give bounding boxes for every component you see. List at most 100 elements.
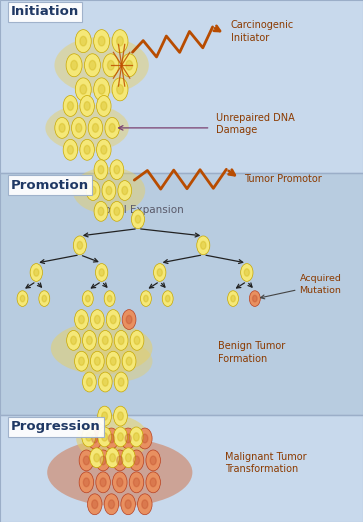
Circle shape xyxy=(42,295,46,302)
Circle shape xyxy=(59,124,65,132)
Circle shape xyxy=(150,456,156,465)
Text: Clonal Expansion: Clonal Expansion xyxy=(94,205,184,215)
Circle shape xyxy=(249,291,260,306)
Circle shape xyxy=(253,295,257,302)
Circle shape xyxy=(79,472,94,493)
Circle shape xyxy=(134,456,139,465)
Text: Progression: Progression xyxy=(11,420,101,433)
Circle shape xyxy=(34,269,39,276)
Circle shape xyxy=(106,310,120,329)
Circle shape xyxy=(97,96,111,116)
Circle shape xyxy=(94,315,100,324)
Circle shape xyxy=(75,78,91,101)
Circle shape xyxy=(126,454,131,462)
Circle shape xyxy=(100,478,106,487)
Circle shape xyxy=(80,139,94,160)
Circle shape xyxy=(154,264,166,281)
Circle shape xyxy=(80,85,87,94)
Circle shape xyxy=(110,454,115,462)
Ellipse shape xyxy=(47,438,192,506)
Ellipse shape xyxy=(76,415,149,462)
Circle shape xyxy=(76,124,82,132)
Circle shape xyxy=(126,315,132,324)
Circle shape xyxy=(140,291,151,306)
Ellipse shape xyxy=(54,37,149,94)
Circle shape xyxy=(82,291,93,306)
Circle shape xyxy=(109,434,114,443)
Circle shape xyxy=(134,433,139,441)
Circle shape xyxy=(131,210,144,229)
Circle shape xyxy=(106,351,120,371)
Circle shape xyxy=(94,201,108,221)
Circle shape xyxy=(94,454,99,462)
Circle shape xyxy=(98,406,111,426)
Circle shape xyxy=(125,434,131,443)
Circle shape xyxy=(82,372,96,392)
Circle shape xyxy=(118,336,124,345)
Circle shape xyxy=(94,78,110,101)
Circle shape xyxy=(197,236,210,255)
Circle shape xyxy=(114,165,120,174)
Circle shape xyxy=(84,146,90,154)
Circle shape xyxy=(126,61,132,70)
Circle shape xyxy=(114,406,127,426)
Circle shape xyxy=(94,30,110,53)
Circle shape xyxy=(114,427,127,447)
Circle shape xyxy=(105,117,119,138)
Circle shape xyxy=(138,494,152,515)
Circle shape xyxy=(98,207,104,216)
Circle shape xyxy=(107,295,112,302)
Circle shape xyxy=(146,450,160,471)
Circle shape xyxy=(110,201,124,221)
Bar xyxy=(0,173,363,415)
Circle shape xyxy=(135,215,141,223)
Circle shape xyxy=(71,61,77,70)
Circle shape xyxy=(92,434,98,443)
Circle shape xyxy=(72,117,86,138)
Circle shape xyxy=(121,54,137,77)
Circle shape xyxy=(100,456,106,465)
Circle shape xyxy=(142,434,148,443)
Circle shape xyxy=(118,378,124,386)
Circle shape xyxy=(109,500,114,508)
Circle shape xyxy=(82,427,95,447)
Circle shape xyxy=(90,448,103,468)
Text: Unrepaired DNA
Damage: Unrepaired DNA Damage xyxy=(216,113,295,135)
Circle shape xyxy=(107,61,114,70)
Circle shape xyxy=(87,494,102,515)
Circle shape xyxy=(118,181,132,200)
Circle shape xyxy=(101,146,107,154)
Circle shape xyxy=(112,78,128,101)
Circle shape xyxy=(95,264,108,281)
Circle shape xyxy=(86,378,92,386)
Circle shape xyxy=(118,433,123,441)
Circle shape xyxy=(134,336,140,345)
Circle shape xyxy=(150,478,156,487)
Text: Acquired
Mutation: Acquired Mutation xyxy=(299,275,341,294)
Circle shape xyxy=(129,450,144,471)
Circle shape xyxy=(99,269,104,276)
Bar xyxy=(0,0,363,173)
Circle shape xyxy=(92,500,98,508)
Text: Malignant Tumor
Transformation: Malignant Tumor Transformation xyxy=(225,452,307,474)
Ellipse shape xyxy=(51,322,152,374)
Circle shape xyxy=(71,336,77,345)
Circle shape xyxy=(97,139,111,160)
Circle shape xyxy=(142,500,148,508)
Circle shape xyxy=(112,30,128,53)
Circle shape xyxy=(96,472,110,493)
Circle shape xyxy=(98,372,112,392)
Circle shape xyxy=(113,472,127,493)
Circle shape xyxy=(102,181,116,200)
Circle shape xyxy=(109,124,115,132)
Circle shape xyxy=(138,428,152,449)
Circle shape xyxy=(77,241,83,250)
Ellipse shape xyxy=(80,340,152,382)
Circle shape xyxy=(244,269,249,276)
Circle shape xyxy=(231,295,235,302)
Circle shape xyxy=(78,357,84,365)
Circle shape xyxy=(89,61,96,70)
Circle shape xyxy=(117,85,123,94)
Circle shape xyxy=(117,478,123,487)
Text: Promotion: Promotion xyxy=(11,179,89,192)
